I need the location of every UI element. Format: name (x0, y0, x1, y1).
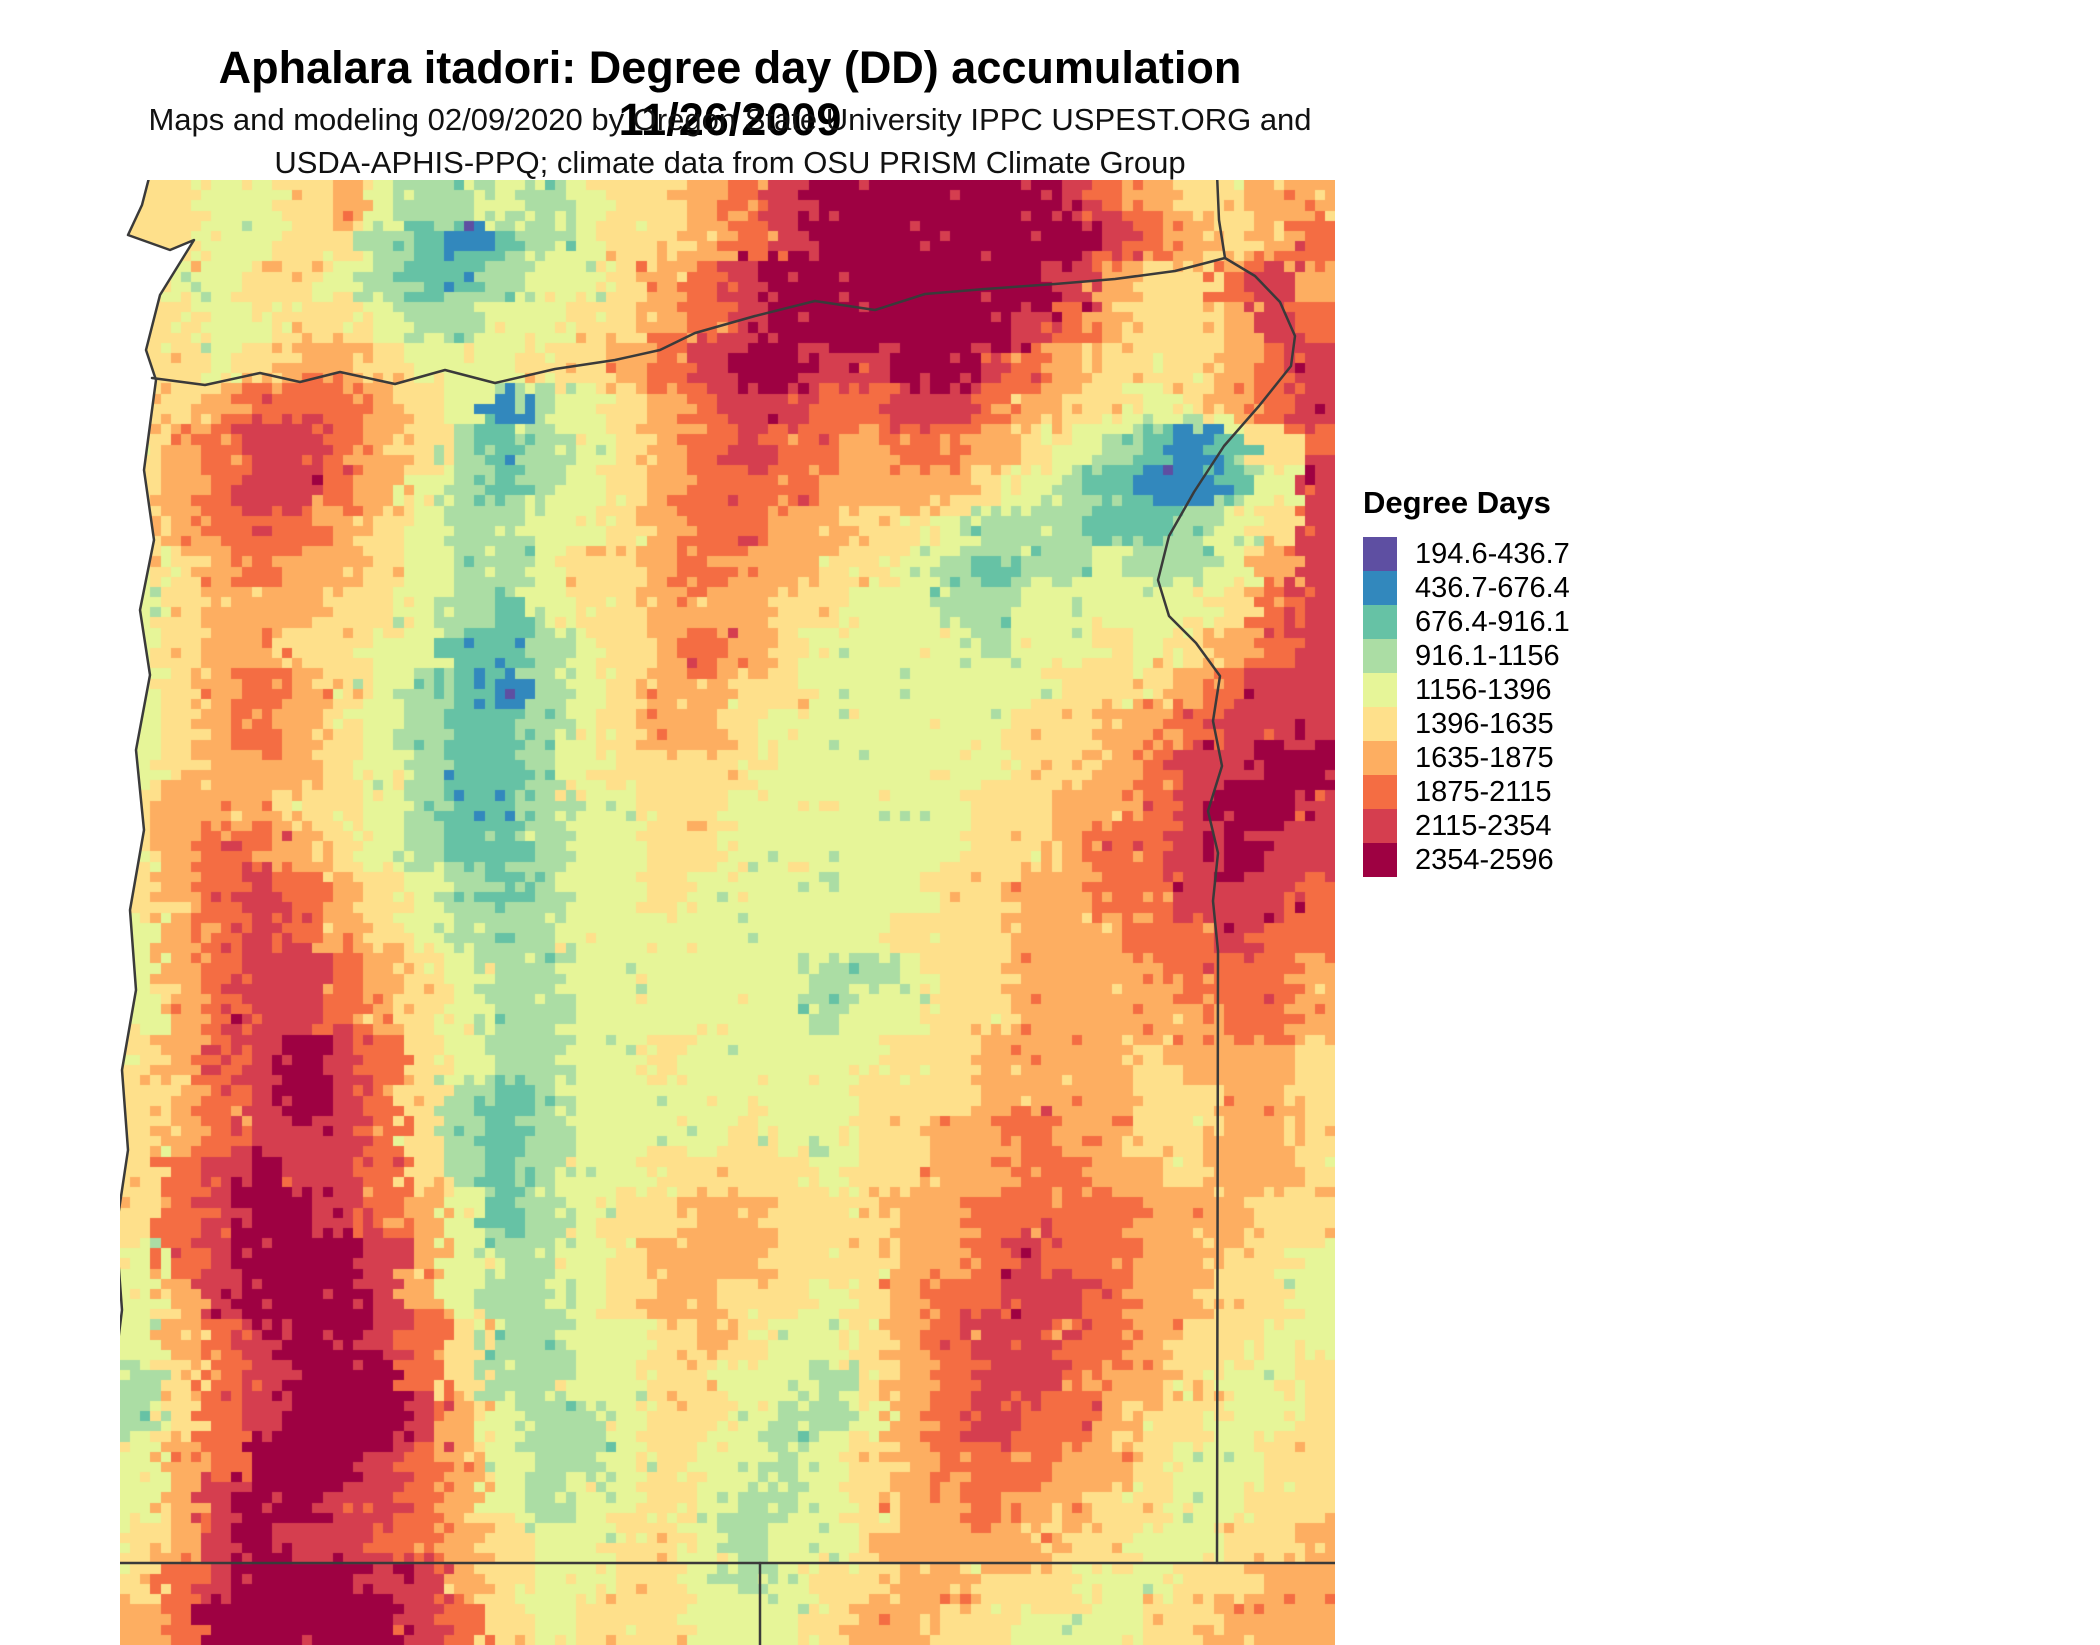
legend-range-label: 1635-1875 (1415, 741, 1554, 774)
legend-range-label: 1396-1635 (1415, 707, 1554, 740)
legend-color-swatch (1363, 843, 1397, 877)
legend-range-label: 916.1-1156 (1415, 639, 1560, 672)
page-title: Aphalara itadori: Degree day (DD) accumu… (218, 42, 1242, 145)
legend-range-label: 436.7-676.4 (1415, 571, 1570, 604)
degree-days-legend: Degree Days 194.6-436.7 436.7-676.4 676.… (1363, 485, 1570, 877)
legend-color-swatch (1363, 673, 1397, 707)
ocean-mask (120, 180, 194, 1326)
legend-range-label: 194.6-436.7 (1415, 537, 1570, 570)
legend-range-label: 2115-2354 (1415, 809, 1552, 842)
legend-item: 1396-1635 (1363, 707, 1570, 741)
legend-color-swatch (1363, 741, 1397, 775)
coastline-path (120, 180, 196, 1337)
legend-item: 1156-1396 (1363, 673, 1570, 707)
legend-color-swatch (1363, 707, 1397, 741)
map-raster-canvas (120, 180, 1335, 1645)
legend-item: 1875-2115 (1363, 775, 1570, 809)
legend-items: 194.6-436.7 436.7-676.4 676.4-916.1 916.… (1363, 537, 1570, 877)
legend-item: 2354-2596 (1363, 843, 1570, 877)
legend-range-label: 1875-2115 (1415, 775, 1552, 808)
legend-color-swatch (1363, 775, 1397, 809)
legend-item: 676.4-916.1 (1363, 605, 1570, 639)
state-borders (120, 180, 1335, 1645)
legend-item: 916.1-1156 (1363, 639, 1570, 673)
legend-item: 1635-1875 (1363, 741, 1570, 775)
legend-item: 2115-2354 (1363, 809, 1570, 843)
legend-range-label: 2354-2596 (1415, 843, 1554, 876)
legend-color-swatch (1363, 571, 1397, 605)
legend-color-swatch (1363, 537, 1397, 571)
legend-color-swatch (1363, 605, 1397, 639)
oregon-degree-day-map (120, 180, 1335, 1645)
subtitle-line-1: Maps and modeling 02/09/2020 by Oregon S… (148, 102, 1312, 137)
snake-river-border (1156, 256, 1297, 1565)
legend-range-label: 1156-1396 (1415, 673, 1552, 706)
page-subtitle: Maps and modeling 02/09/2020 by Oregon S… (125, 98, 1335, 184)
legend-color-swatch (1363, 639, 1397, 673)
washington-idaho-border (1216, 180, 1227, 260)
subtitle-line-2: USDA-APHIS-PPQ; climate data from OSU PR… (274, 145, 1186, 180)
legend-item: 436.7-676.4 (1363, 571, 1570, 605)
legend-color-swatch (1363, 809, 1397, 843)
columbia-river-border (150, 256, 1227, 387)
map-borders-overlay (120, 180, 1335, 1645)
legend-range-label: 676.4-916.1 (1415, 605, 1570, 638)
legend-item: 194.6-436.7 (1363, 537, 1570, 571)
legend-title: Degree Days (1363, 485, 1551, 520)
